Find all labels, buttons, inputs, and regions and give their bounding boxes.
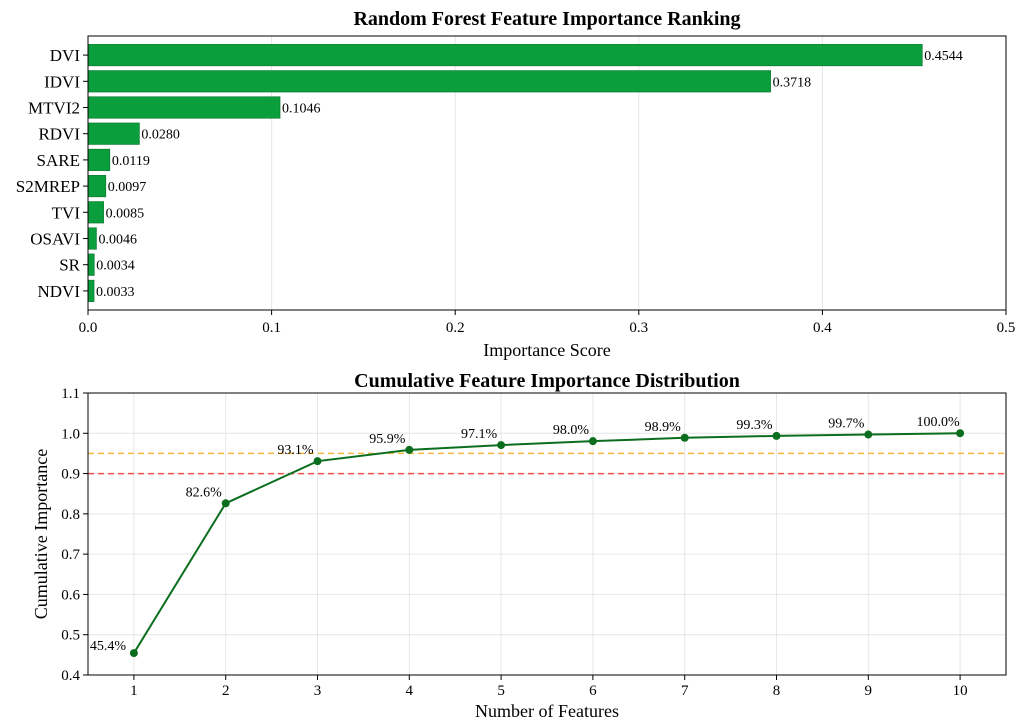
bar [87, 201, 104, 224]
line-chart-x-tick-label: 4 [406, 683, 414, 699]
bar-chart-x-tick-label: 0.0 [79, 320, 98, 336]
bar-category-label: IDVI [44, 72, 80, 91]
bar [87, 96, 281, 119]
line-chart-x-tick-label: 5 [497, 683, 505, 699]
bar [87, 279, 95, 302]
line-point-label: 97.1% [461, 427, 498, 442]
bar-chart-x-axis-label: Importance Score [483, 340, 610, 360]
line-point [129, 649, 138, 658]
line-chart-point-labels: 45.4% 82.6% 93.1% 95.9% 97.1% 98.0% 98.9% 99.3%… [90, 415, 960, 654]
bar-category-label: RDVI [38, 125, 80, 144]
bar [87, 70, 771, 93]
bar-chart-x-ticks: 0.0 0.1 0.2 0.3 0.4 0.5 [79, 310, 1016, 336]
bar-category-label: DVI [50, 46, 81, 65]
bar-value-label: 0.1046 [282, 102, 321, 117]
line-point [864, 430, 873, 439]
bar [87, 227, 97, 250]
bar-chart-title: Random Forest Feature Importance Ranking [353, 8, 740, 30]
line-chart-x-tick-label: 3 [314, 683, 322, 699]
line-point [405, 445, 414, 454]
line-chart-x-tick-label: 7 [681, 683, 689, 699]
bar-value-label: 0.0046 [98, 233, 137, 248]
bar-value-label: 0.4544 [924, 49, 963, 64]
cumulative-importance-line-chart: Cumulative Feature Importance Distributi… [31, 370, 1007, 721]
bar-category-label: SR [59, 256, 80, 275]
bar-category-label: NDVI [38, 282, 81, 301]
bar-category-label: S2MREP [16, 177, 80, 196]
line-point-label: 99.7% [828, 417, 865, 432]
bar-category-label: TVI [52, 203, 81, 222]
feature-importance-bar-chart: Random Forest Feature Importance Ranking… [16, 8, 1016, 360]
bar-value-label: 0.0097 [108, 180, 147, 195]
bar [87, 253, 95, 276]
line-chart-x-tick-label: 9 [865, 683, 873, 699]
line-chart-y-tick-label: 1.0 [61, 426, 80, 442]
bar [87, 148, 111, 171]
line-point-label: 100.0% [917, 415, 961, 430]
line-chart-y-tick-label: 0.8 [61, 507, 80, 523]
bar-value-label: 0.0034 [96, 259, 135, 274]
line-chart-y-tick-label: 0.6 [61, 587, 80, 603]
line-chart-y-axis-label: Cumulative Importance [31, 449, 51, 619]
bar-category-label: MTVI2 [28, 99, 80, 118]
line-chart-x-tick-label: 8 [773, 683, 781, 699]
line-chart-y-tick-label: 0.9 [61, 467, 80, 483]
line-point-label: 98.9% [645, 420, 682, 435]
bar-chart-bars [87, 44, 923, 302]
line-chart-y-tick-label: 0.4 [61, 668, 80, 684]
bar-chart-frame [87, 35, 1007, 311]
line-point-label: 99.3% [736, 418, 773, 433]
line-chart-frame [87, 392, 1007, 676]
line-chart-x-ticks: 1 2 3 4 5 6 7 8 9 10 [130, 675, 968, 699]
line-chart-x-tick-label: 6 [589, 683, 597, 699]
line-point [497, 441, 506, 450]
bar-chart-x-tick-label: 0.2 [446, 320, 465, 336]
line-point [680, 433, 689, 442]
line-chart-points [129, 429, 965, 658]
bar-chart-x-tick-label: 0.4 [813, 320, 832, 336]
line-point [956, 429, 965, 438]
line-chart-series-line [133, 432, 961, 654]
bar-value-label: 0.0119 [112, 154, 150, 169]
bar [87, 175, 107, 198]
bar-chart-x-tick-label: 0.3 [629, 320, 648, 336]
bar-chart-x-tick-label: 0.1 [262, 320, 281, 336]
line-chart-x-tick-label: 1 [130, 683, 138, 699]
line-chart-y-tick-label: 1.1 [61, 386, 80, 402]
line-chart-y-ticks: 0.4 0.5 0.6 0.7 0.8 0.9 1.0 1.1 [61, 386, 88, 684]
bar [87, 122, 140, 145]
line-chart-y-tick-label: 0.5 [61, 628, 80, 644]
line-chart-x-tick-label: 10 [953, 683, 968, 699]
line-chart-x-axis-label: Number of Features [475, 701, 619, 721]
line-chart-reference-lines [88, 452, 1006, 475]
line-point-label: 93.1% [277, 443, 314, 458]
line-point-label: 82.6% [186, 485, 223, 500]
bar-chart-value-labels: 0.4544 0.3718 0.1046 0.0280 0.0119 0.0097 0.00… [96, 49, 963, 300]
bar-value-label: 0.0280 [141, 128, 180, 143]
line-point [772, 431, 781, 440]
line-chart-y-tick-label: 0.7 [61, 547, 80, 563]
line-point-label: 98.0% [553, 423, 590, 438]
bar-chart-category-labels: DVI IDVI MTVI2 RDVI SARE S2MREP TVI OSAVI SR NDVI [16, 46, 88, 301]
line-point [588, 437, 597, 446]
bar-category-label: SARE [37, 151, 80, 170]
bar-chart-x-tick-label: 0.5 [997, 320, 1016, 336]
line-point [313, 457, 322, 466]
line-chart-x-tick-label: 2 [222, 683, 230, 699]
bar-category-label: OSAVI [30, 230, 80, 249]
line-chart-title: Cumulative Feature Importance Distributi… [354, 370, 740, 392]
line-point [221, 499, 230, 508]
bar-value-label: 0.0085 [106, 206, 145, 221]
line-point-label: 45.4% [90, 639, 127, 654]
bar-value-label: 0.0033 [96, 285, 135, 300]
bar-value-label: 0.3718 [773, 75, 812, 90]
line-point-label: 95.9% [369, 432, 406, 447]
bar [87, 44, 923, 67]
